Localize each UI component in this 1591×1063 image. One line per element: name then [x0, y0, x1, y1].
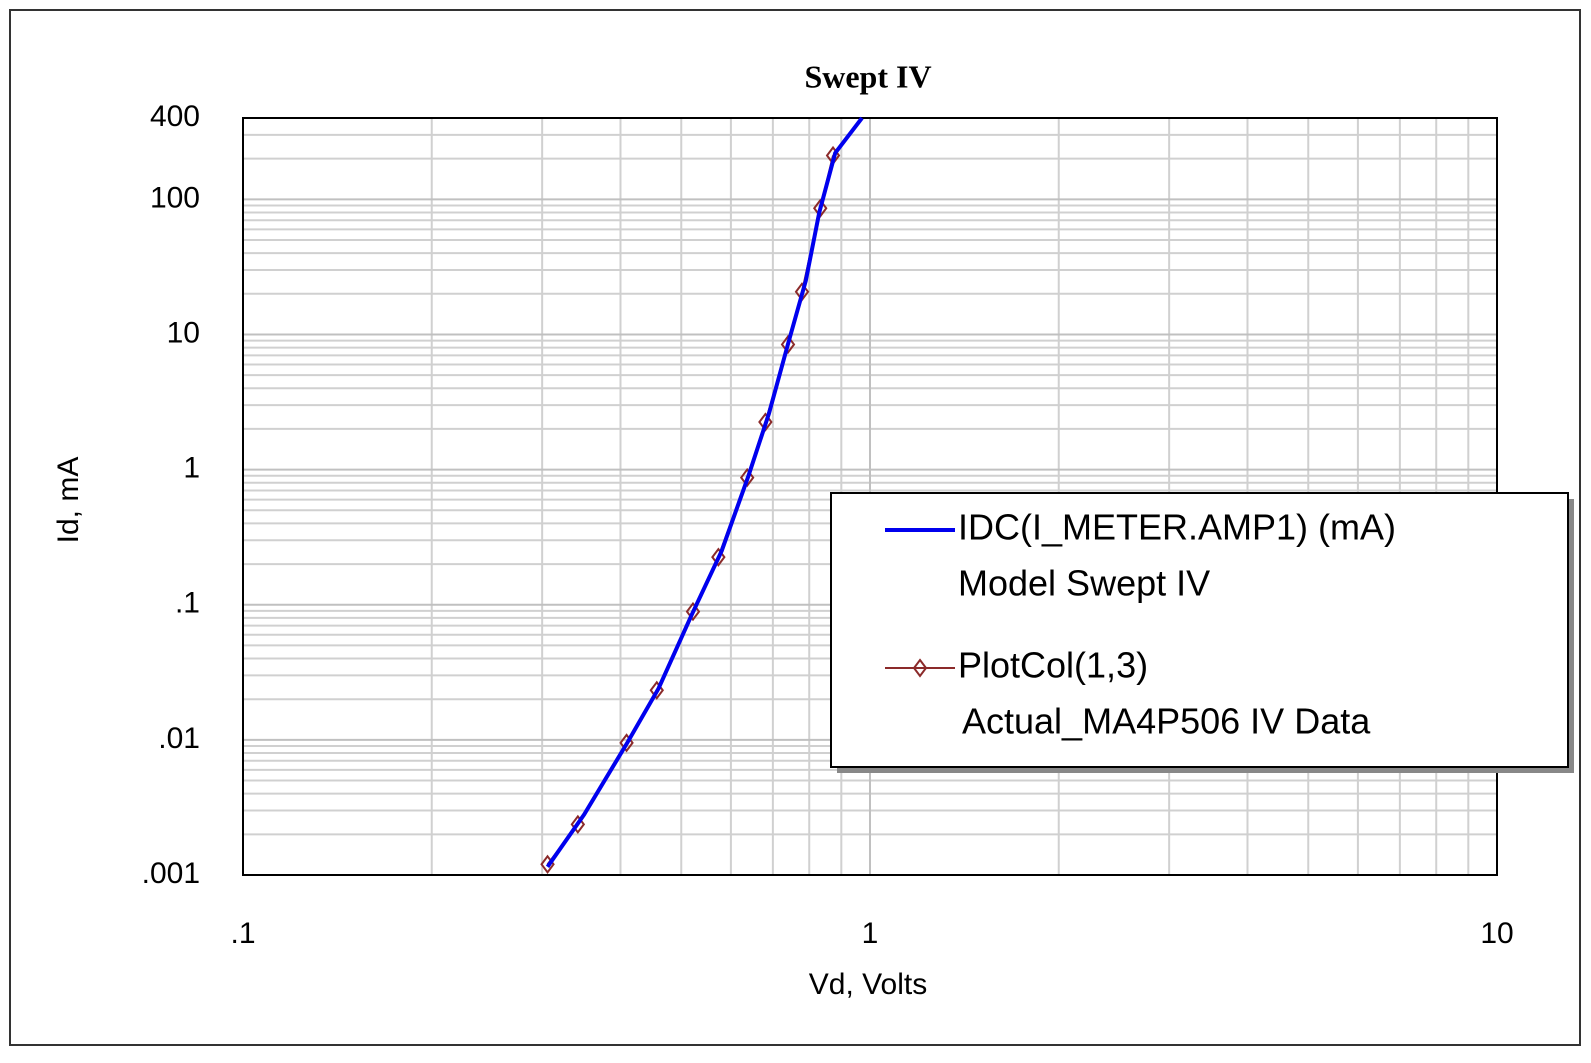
- legend-label: IDC(I_METER.AMP1) (mA): [958, 507, 1396, 548]
- y-tick-label: 400: [150, 100, 200, 133]
- legend-description: Model Swept IV: [958, 563, 1210, 604]
- y-tick-label: 100: [150, 181, 200, 214]
- x-axis-label: Vd, Volts: [809, 968, 927, 1001]
- y-tick-label: .01: [158, 722, 200, 755]
- marker: [685, 601, 701, 622]
- marker: [739, 467, 755, 488]
- y-tick-label: .1: [175, 587, 200, 620]
- x-tick-label: .1: [230, 917, 255, 950]
- legend-box: [830, 492, 1569, 768]
- legend: IDC(I_METER.AMP1) (mA) Model Swept IV Plot…: [830, 492, 1574, 773]
- y-axis-label: Id, mA: [52, 457, 85, 544]
- legend-description: Actual_MA4P506 IV Data: [962, 701, 1371, 742]
- legend-label: PlotCol(1,3): [958, 645, 1148, 686]
- y-tick-label: .001: [142, 857, 200, 890]
- series-layer: [540, 116, 864, 874]
- marker: [711, 547, 726, 567]
- x-tick-label: 1: [862, 917, 879, 950]
- series-line: [545, 116, 864, 868]
- x-tick-label: 10: [1480, 917, 1513, 950]
- legend-marker: [912, 658, 928, 678]
- y-tick-label: 1: [183, 452, 200, 485]
- chart-title: Swept IV: [804, 58, 931, 94]
- y-tick-label: 10: [167, 316, 200, 349]
- marker: [780, 334, 796, 355]
- marker: [570, 814, 586, 835]
